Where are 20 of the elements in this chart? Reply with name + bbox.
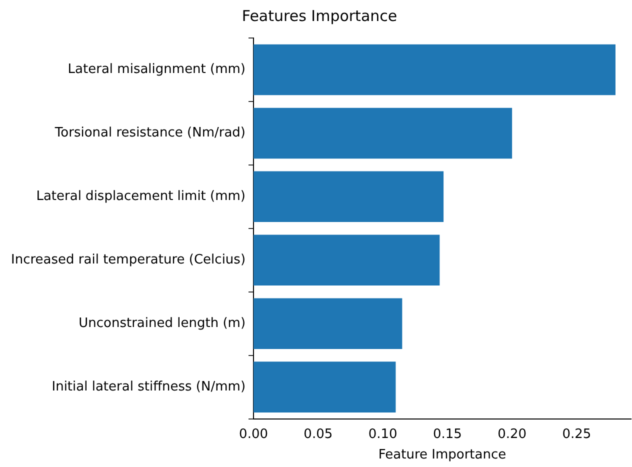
- y-tick-label: Lateral misalignment (mm): [68, 62, 246, 78]
- bar: [254, 298, 402, 349]
- y-tick-label: Unconstrained length (m): [78, 316, 246, 331]
- x-tick-label: 0.00: [239, 426, 268, 442]
- x-tick-label: 0.25: [562, 426, 592, 442]
- chart-title: Features Importance: [242, 6, 398, 25]
- x-tick-label: 0.10: [368, 426, 398, 442]
- bar: [254, 234, 440, 286]
- bar: [254, 362, 396, 412]
- y-tick-label: Initial lateral stiffness (N/mm): [52, 379, 246, 394]
- x-tick-label: 0.15: [432, 426, 462, 442]
- bar: [254, 171, 444, 222]
- y-tick-label: Torsional resistance (Nm/rad): [54, 126, 246, 141]
- y-tick-label: Lateral displacement limit (mm): [36, 189, 246, 204]
- bar: [254, 44, 616, 96]
- y-tick-label: Increased rail temperature (Celcius): [11, 252, 246, 268]
- x-tick-label: 0.20: [498, 426, 527, 442]
- bar: [254, 108, 512, 159]
- x-axis-title: Feature Importance: [378, 448, 506, 463]
- x-tick-label: 0.05: [304, 426, 333, 442]
